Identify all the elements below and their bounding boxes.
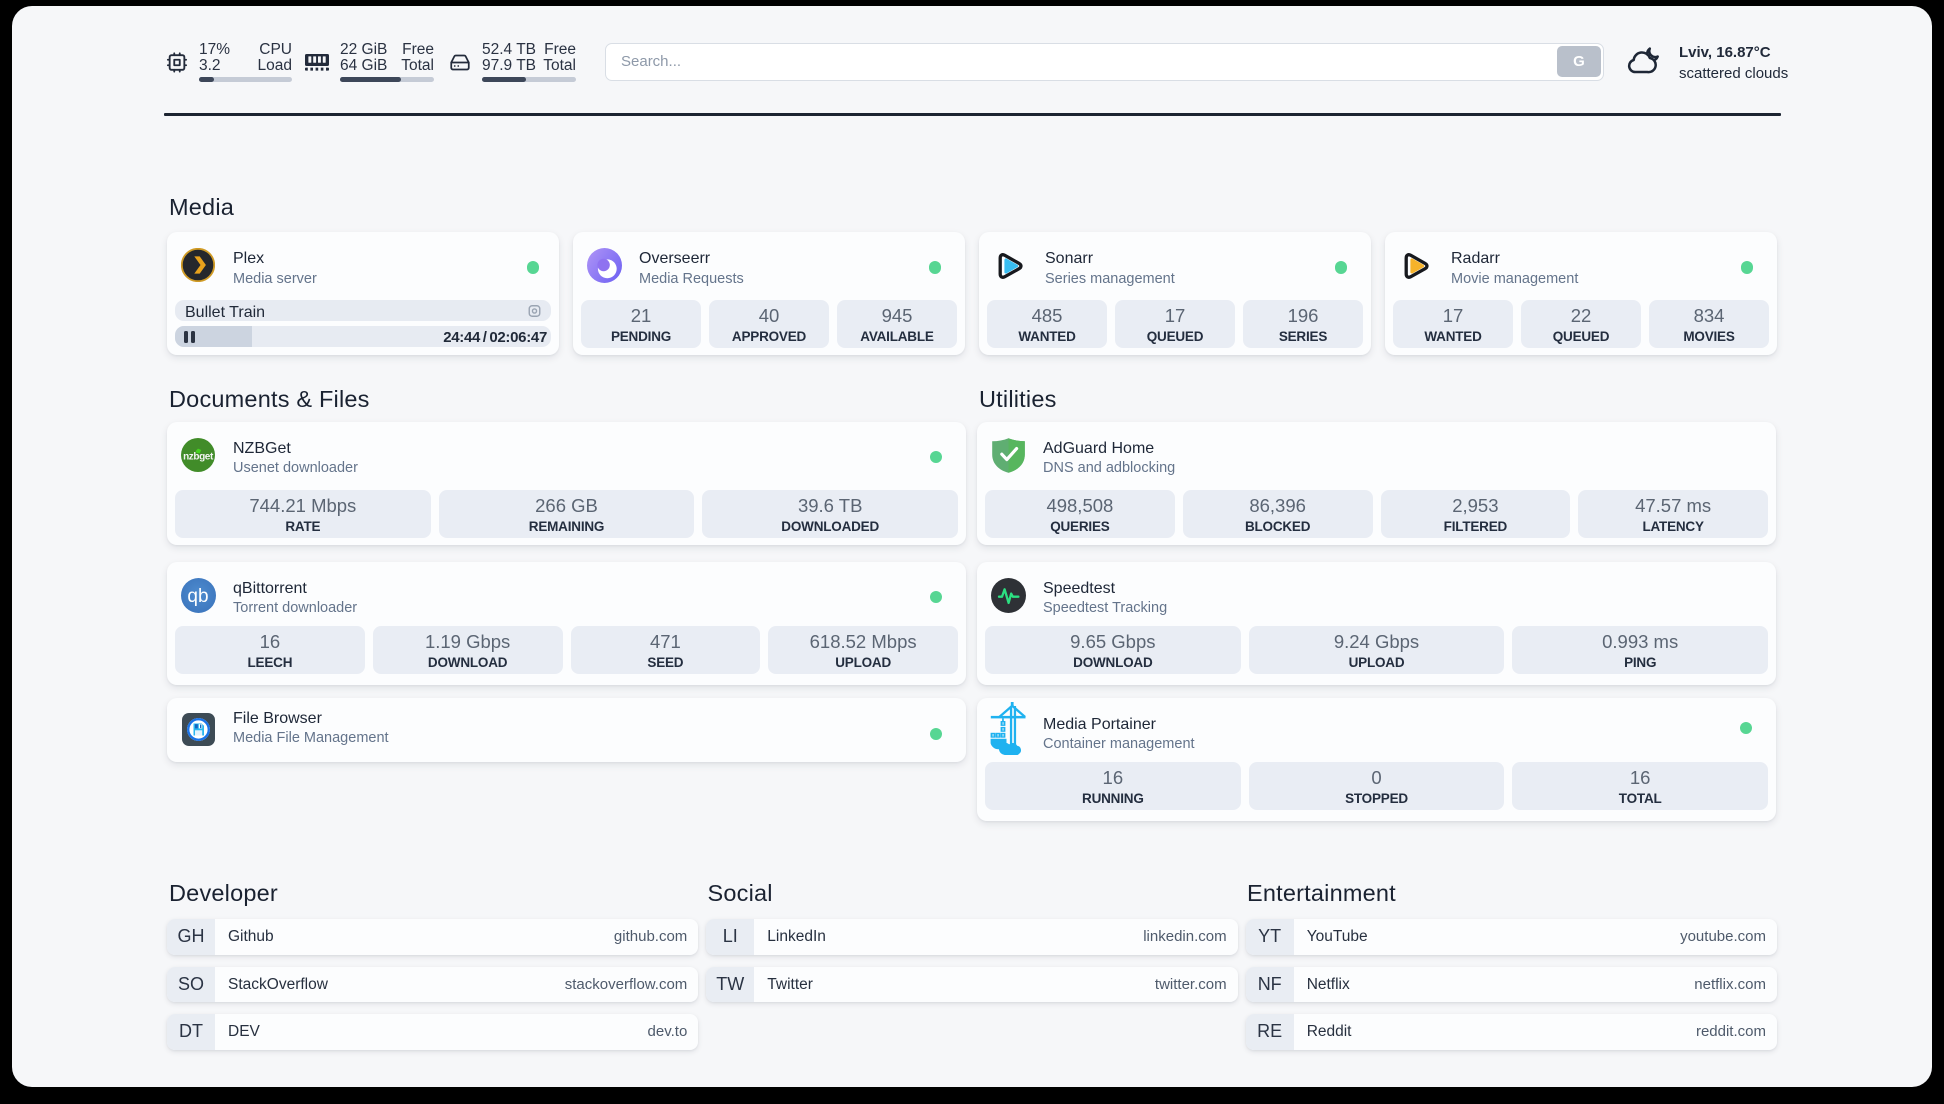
svg-text:nzbget: nzbget — [183, 451, 214, 462]
svg-text:qb: qb — [187, 586, 208, 607]
